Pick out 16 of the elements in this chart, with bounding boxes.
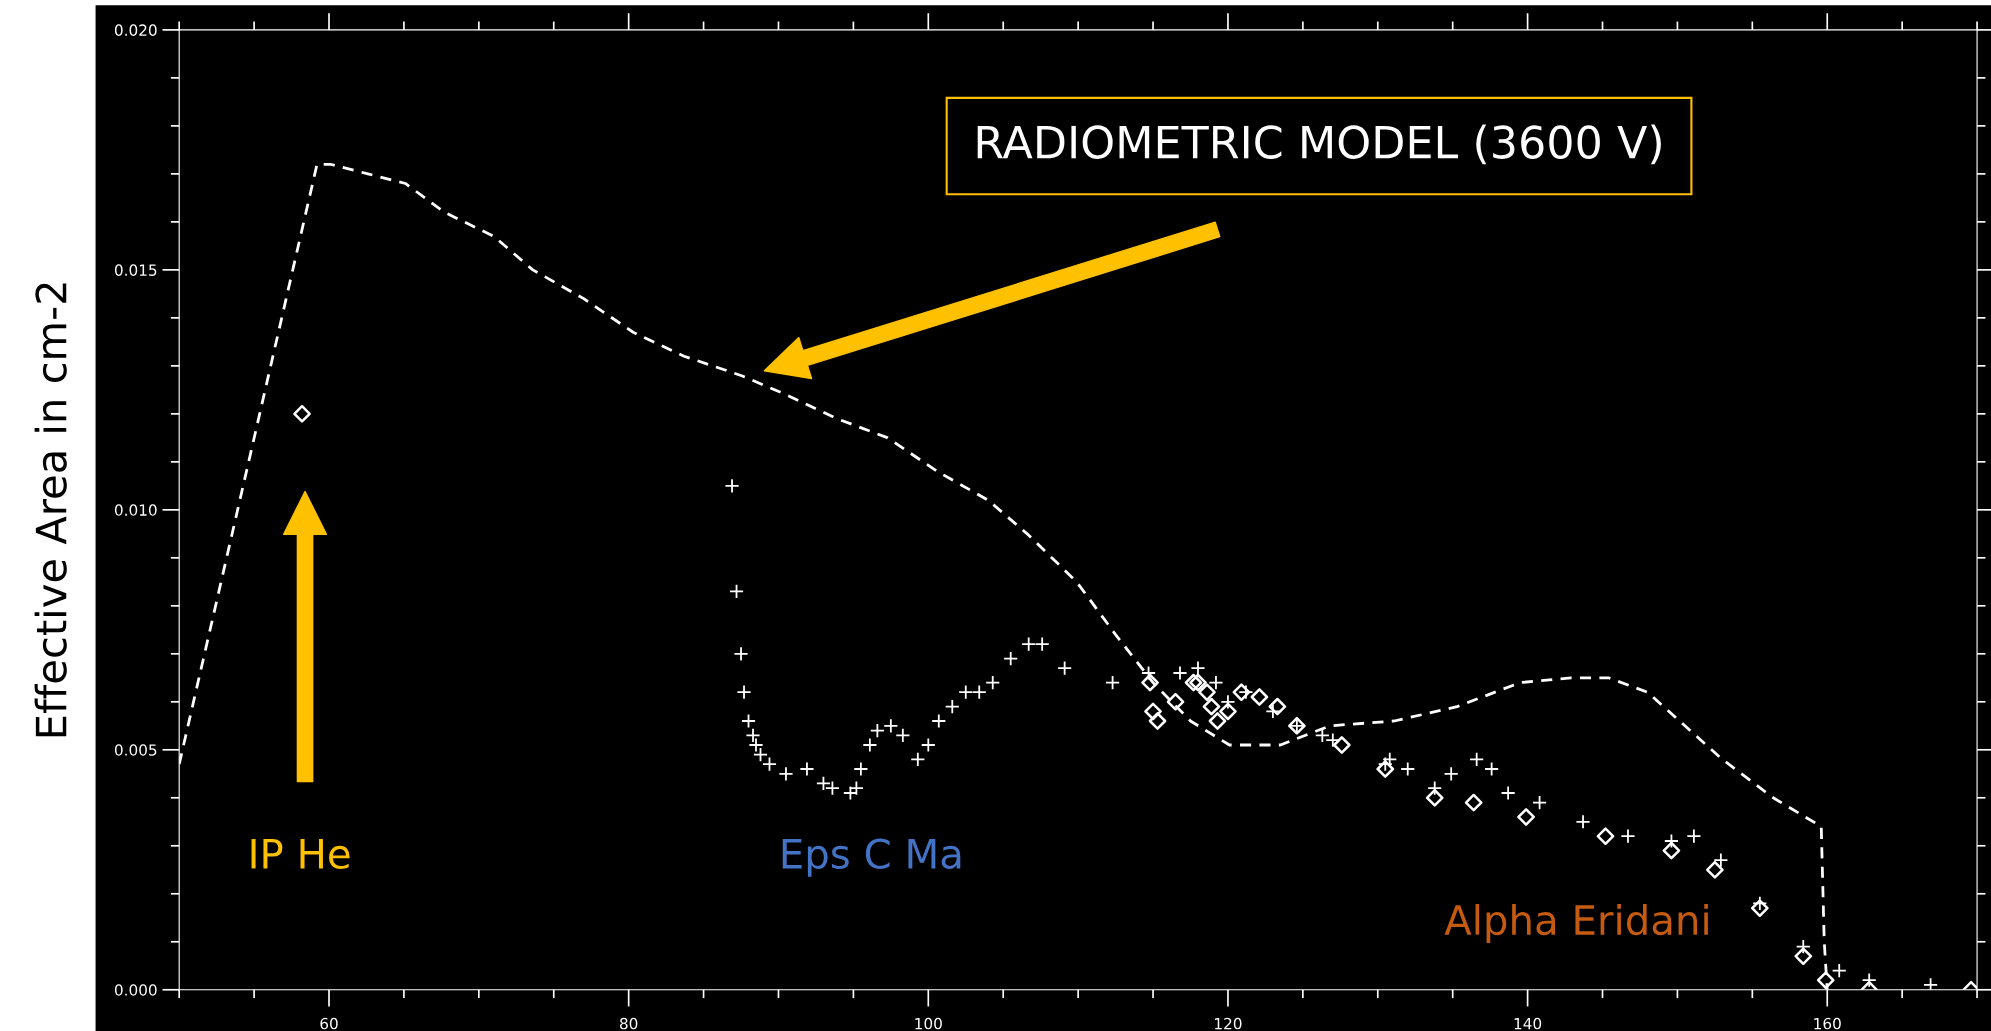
annotation: Alpha Eridani — [1444, 904, 1708, 944]
y-tick-label: 0.020 — [114, 24, 157, 36]
annotation: IP He — [251, 839, 350, 869]
x-tick-label: 160 — [1814, 1017, 1841, 1030]
x-tick-label: 140 — [1514, 1017, 1542, 1030]
x-tick-label: 120 — [1215, 1017, 1242, 1030]
y-tick-label: 0.000 — [114, 984, 157, 996]
x-tick-label: 60 — [320, 1017, 338, 1030]
y-tick-label: 0.010 — [114, 504, 157, 516]
x-tick-label: 100 — [915, 1017, 942, 1030]
y-axis-title: Effective Area in cm-2 — [34, 283, 67, 737]
y-tick-label: 0.015 — [114, 264, 157, 276]
x-tick-label: 80 — [619, 1017, 638, 1030]
y-tick-label: 0.005 — [114, 744, 157, 756]
annotation: Eps C Ma — [782, 838, 961, 877]
annotation: RADIOMETRIC MODEL (3600 V) — [977, 124, 1661, 165]
